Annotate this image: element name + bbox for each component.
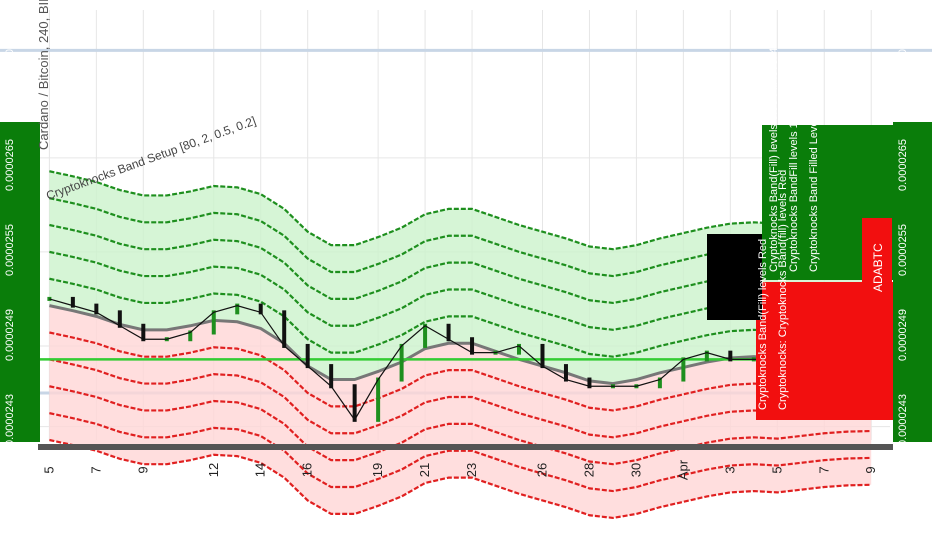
- x-tick-label: 16: [300, 463, 315, 477]
- chart-title: Cardano / Bitcoin, 240, BINANCE: [36, 0, 51, 150]
- price-candle: [117, 310, 122, 328]
- y-tick-label: 0.0000255: [897, 224, 909, 276]
- price-candle: [70, 296, 75, 308]
- lower-band-line: [49, 331, 872, 412]
- x-axis-bar: [38, 444, 893, 450]
- price-candle: [94, 303, 99, 315]
- x-tick-label: 28: [581, 463, 596, 477]
- price-candle: [141, 323, 146, 342]
- price-candle: [305, 343, 310, 369]
- y-tick-label: 0.0000265: [4, 139, 16, 191]
- x-ticks: 5 7 9 12 14 16 19 21 23 26 28 30 Apr 3 5 7 9: [41, 459, 878, 480]
- last-price-label: ADABTC: [871, 243, 885, 292]
- price-candle: [704, 350, 709, 362]
- legend-entry: Cryptoknocks BandFill levels 1.0 Fill: [788, 96, 800, 272]
- price-candle: [470, 337, 475, 355]
- y-tick-label: 0.0000249: [897, 309, 909, 361]
- x-tick-label: 9: [135, 466, 150, 473]
- left-price-scale: [0, 122, 40, 442]
- legend-box-red: [756, 282, 893, 420]
- x-tick-label: 12: [206, 463, 221, 477]
- x-tick-label: 3: [722, 466, 737, 473]
- legend-entry: Cryptoknocks Band Filled Levels Green: [808, 79, 820, 272]
- legend-entry: Cryptoknocks Band(Fill) levels 0.00 Fill…: [768, 48, 780, 272]
- price-line: [49, 298, 872, 421]
- price-candle: [235, 303, 240, 315]
- y-tick-label: 0.0000300: [4, 49, 16, 101]
- x-tick-label: Apr: [675, 459, 690, 480]
- lower-band-line: [49, 412, 872, 493]
- x-tick-label: 9: [863, 466, 878, 473]
- x-tick-label: 19: [370, 463, 385, 477]
- x-tick-label: 7: [88, 466, 103, 473]
- price-candle: [211, 310, 216, 335]
- y-ticks-left: 0.0000300 0.0000265 0.0000255 0.0000249 0.00…: [4, 49, 16, 446]
- y-tick-label: 0.0000243: [897, 394, 909, 446]
- band-midline: [49, 304, 872, 386]
- y-tick-label: 0.0000265: [897, 139, 909, 191]
- price-candle: [657, 377, 662, 389]
- x-tick-label: 5: [41, 466, 56, 473]
- price-candle: [376, 377, 381, 422]
- x-tick-label: 5: [769, 466, 784, 473]
- x-tick-label: 26: [534, 463, 549, 477]
- x-tick-label: 7: [816, 466, 831, 473]
- y-tick-label: 0.0000255: [4, 224, 16, 276]
- price-candle: [188, 330, 193, 342]
- price-candle: [258, 303, 263, 315]
- legend-entry: Cryptoknocks: Cryptoknocks Band(fill) le…: [777, 170, 789, 410]
- legend: Cryptoknocks Band(Fill) levels 0.00 Fill…: [757, 48, 820, 410]
- price-candle: [540, 343, 545, 369]
- y-tick-label: 0.0000249: [4, 309, 16, 361]
- x-tick-label: 14: [253, 463, 268, 477]
- x-tick-label: 21: [417, 463, 432, 477]
- price-candle: [423, 323, 428, 348]
- right-price-scale: [893, 122, 932, 442]
- x-tick-label: 23: [464, 463, 479, 477]
- legend-entry: Cryptoknocks Band(Fill) levels Red: [757, 239, 769, 410]
- price-candle: [681, 357, 686, 382]
- price-candle: [563, 364, 568, 382]
- price-candle: [329, 364, 334, 389]
- y-tick-label: 0.0000243: [4, 394, 16, 446]
- upper-band-line: [49, 277, 872, 358]
- upper-band-line: [49, 170, 872, 251]
- price-candle: [282, 310, 287, 348]
- price-label-box: [707, 234, 762, 320]
- price-candle: [399, 343, 404, 382]
- y-tick-label: 0.0000300: [897, 49, 909, 101]
- y-ticks-right: 0.0000300 0.0000265 0.0000255 0.0000249 0.00…: [897, 49, 909, 446]
- price-candle: [517, 343, 522, 355]
- lower-band-line: [49, 385, 872, 466]
- price-candle: [352, 384, 357, 422]
- x-tick-label: 30: [628, 463, 643, 477]
- last-price-badge: [862, 218, 892, 304]
- price-candle: [446, 323, 451, 342]
- upper-band-fill: [49, 171, 872, 384]
- price-series: [47, 296, 874, 422]
- price-candle: [728, 350, 733, 362]
- lower-band-line: [49, 438, 872, 520]
- price-candle: [587, 377, 592, 389]
- lower-band-line: [49, 358, 872, 439]
